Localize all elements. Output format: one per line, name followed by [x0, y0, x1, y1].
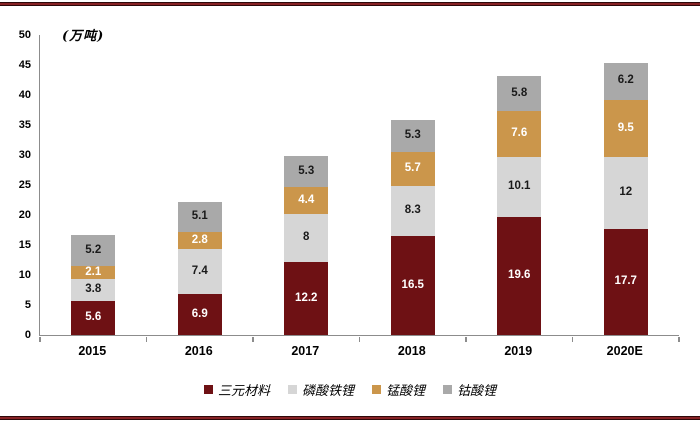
x-axis-tick [358, 336, 360, 342]
bar-value-label: 5.3 [404, 129, 421, 142]
bar-segment-lfp: 7.4 [177, 249, 222, 294]
y-axis-tick-label: 45 [18, 59, 31, 71]
bar-segment-ternary: 6.9 [177, 293, 222, 335]
legend-swatch-lmo [372, 385, 381, 394]
bar-value-label: 2.1 [85, 265, 102, 278]
bar-2017: 5.3 4.4 8 12.2 [284, 155, 329, 335]
bar-2020E: 6.2 9.5 12 17.7 [603, 62, 648, 335]
bar-value-label: 10.1 [508, 180, 531, 193]
legend-item-lco: 钴酸锂 [443, 380, 496, 399]
y-axis-tick-label: 5 [24, 299, 31, 311]
bar-value-label: 5.6 [85, 311, 102, 324]
x-axis-tick [252, 336, 254, 342]
y-axis-tick-label: 30 [18, 149, 31, 161]
legend-swatch-ternary [203, 385, 213, 394]
legend-item-ternary: 三元材料 [203, 380, 270, 399]
y-axis-tick-label: 0 [24, 329, 31, 341]
bar-segment-ternary: 5.6 [71, 301, 116, 335]
x-axis-tick [571, 336, 573, 342]
y-axis-tick-label: 35 [18, 119, 31, 131]
legend-item-lfp: 磷酸铁锂 [287, 380, 354, 399]
bar-segment-lmo: 5.7 [390, 152, 435, 187]
bar-segment-ternary: 16.5 [390, 236, 435, 335]
bar-segment-lmo: 2.8 [177, 232, 222, 250]
x-axis-tick [145, 336, 147, 342]
y-axis-tick-label: 50 [18, 29, 31, 41]
bar-value-label: 7.6 [511, 127, 528, 140]
bar-2016: 5.1 2.8 7.4 6.9 [177, 201, 222, 335]
bar-value-label: 3.8 [85, 283, 102, 296]
x-axis-category-label: 2016 [184, 344, 213, 358]
legend-label: 磷酸铁锂 [301, 384, 354, 399]
bar-segment-lco: 6.2 [603, 62, 648, 100]
bar-2019: 5.8 7.6 10.1 19.6 [497, 76, 542, 335]
bar-segment-lfp: 8 [284, 213, 329, 262]
bar-value-label: 5.7 [404, 162, 421, 175]
bar-segment-lco: 5.1 [177, 201, 222, 233]
bar-segment-lmo: 4.4 [284, 187, 329, 214]
x-axis-category-label: 2019 [504, 344, 533, 358]
bar-2018: 5.3 5.7 8.3 16.5 [390, 120, 435, 335]
bar-value-label: 6.9 [191, 307, 208, 320]
bar-segment-lco: 5.3 [390, 120, 435, 153]
x-axis-category-label: 2020E [606, 344, 643, 358]
y-axis-unit-label: (万吨) [62, 29, 105, 44]
legend-label: 锰酸锂 [386, 384, 426, 399]
y-axis-tick-label: 10 [18, 269, 31, 281]
legend-item-lmo: 锰酸锂 [372, 380, 425, 399]
legend: 三元材料 磷酸铁锂 锰酸锂 钴酸锂 [0, 380, 700, 399]
bar-value-label: 12.2 [295, 291, 318, 304]
bar-segment-lfp: 3.8 [71, 278, 116, 302]
bar-segment-lmo: 2.1 [71, 265, 116, 279]
plot-area: 5.2 2.1 3.8 5.6 5.1 2.8 7.4 6.9 5.3 4.4 8 12.2 5.3 5.… [39, 35, 679, 336]
x-axis-category-label: 2017 [291, 344, 320, 358]
bar-segment-lfp: 10.1 [497, 156, 542, 218]
bottom-border-rule [0, 416, 700, 420]
bar-value-label: 8 [303, 231, 310, 244]
x-axis-tick [39, 336, 41, 342]
bar-value-label: 2.8 [191, 234, 208, 247]
bar-value-label: 9.5 [617, 121, 634, 134]
bar-segment-lco: 5.8 [497, 76, 542, 112]
bar-segment-lco: 5.2 [71, 234, 116, 267]
legend-label: 三元材料 [217, 384, 270, 399]
x-axis-tick [678, 336, 680, 342]
y-axis-tick-label: 15 [18, 239, 31, 251]
x-axis-category-label: 2015 [78, 344, 107, 358]
y-axis-tick-label: 20 [18, 209, 31, 221]
bar-segment-ternary: 19.6 [497, 217, 542, 335]
bar-segment-lmo: 7.6 [497, 111, 542, 157]
legend-label: 钴酸锂 [457, 384, 497, 399]
bar-segment-lmo: 9.5 [603, 99, 648, 157]
bar-value-label: 12 [619, 186, 633, 199]
bar-segment-ternary: 17.7 [603, 228, 648, 335]
bar-value-label: 16.5 [401, 278, 424, 291]
bar-value-label: 7.4 [191, 264, 208, 277]
bar-segment-ternary: 12.2 [284, 261, 329, 335]
x-axis-category-label: 2018 [397, 344, 426, 358]
bar-value-label: 4.4 [298, 193, 315, 206]
bar-value-label: 6.2 [617, 74, 634, 87]
legend-swatch-lco [443, 385, 453, 394]
top-border-rule [0, 2, 700, 6]
bar-value-label: 19.6 [508, 269, 531, 282]
bar-value-label: 5.8 [511, 87, 528, 100]
bar-value-label: 5.3 [298, 164, 315, 177]
bar-segment-lfp: 12 [603, 156, 648, 229]
bar-value-label: 5.1 [191, 210, 208, 223]
bar-value-label: 17.7 [614, 275, 637, 288]
y-axis-tick-label: 40 [18, 89, 31, 101]
legend-swatch-lfp [287, 385, 297, 394]
x-axis-tick [465, 336, 467, 342]
bar-segment-lfp: 8.3 [390, 186, 435, 236]
y-axis-tick-label: 25 [18, 179, 31, 191]
bar-segment-lco: 5.3 [284, 155, 329, 188]
bar-value-label: 5.2 [85, 243, 102, 256]
bar-2015: 5.2 2.1 3.8 5.6 [71, 234, 116, 335]
bar-value-label: 8.3 [404, 204, 421, 217]
